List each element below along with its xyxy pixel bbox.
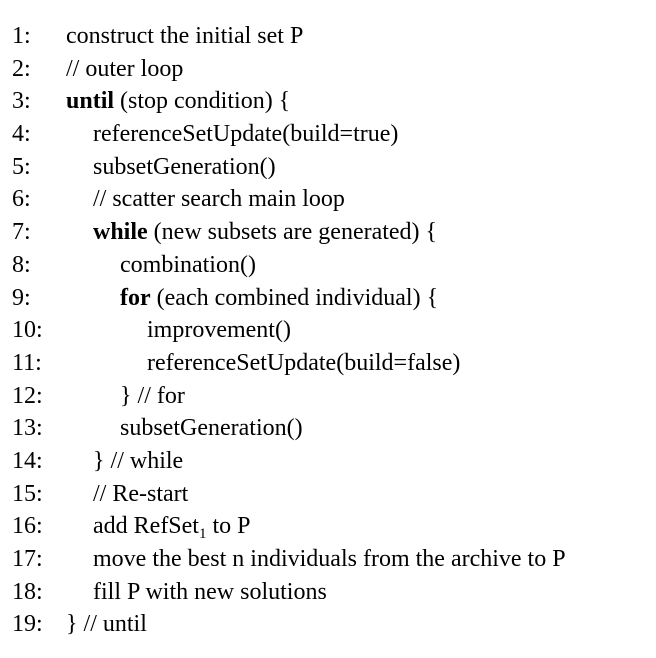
keyword-while: while [93, 219, 148, 246]
line-pre: add RefSet [93, 513, 199, 540]
line-number: 16: [12, 513, 43, 540]
line-number: 11: [12, 349, 42, 376]
line-rest: (stop condition) { [114, 88, 291, 115]
algorithm-line-17: 17: move the best n individuals from the… [0, 543, 656, 576]
subscript: 1 [198, 526, 207, 543]
algorithm-line-13: 13: subsetGeneration() [0, 412, 656, 445]
line-text: construct the initial set P [66, 23, 304, 49]
algorithm-line-15: 15: // Re-start [0, 478, 656, 511]
algorithm-line-18: 18: fill P with new solutions [0, 576, 656, 609]
algorithm-line-6: 6: // scatter search main loop [0, 183, 656, 216]
algorithm-line-9: 9: for (each combined individual) { [0, 282, 656, 315]
line-text: combination() [120, 251, 256, 278]
line-text: fill P with new solutions [93, 578, 327, 605]
algorithm-line-3: 3: until (stop condition) { [0, 85, 656, 118]
line-number: 9: [12, 284, 31, 311]
algorithm-line-8: 8: combination() [0, 249, 656, 282]
line-number: 6: [12, 186, 31, 213]
line-number: 13: [12, 415, 43, 442]
line-text: } // while [93, 447, 184, 474]
line-text: } // until [66, 611, 147, 638]
line-number: 10: [12, 317, 43, 344]
line-number: 15: [12, 480, 43, 507]
algorithm-line-19: 19: } // until [0, 608, 656, 641]
line-text: referenceSetUpdate(build=false) [147, 349, 461, 376]
algorithm-line-4: 4: referenceSetUpdate(build=true) [0, 118, 656, 151]
keyword-for: for [120, 284, 151, 311]
algorithm-listing: 1: construct the initial set P 2: // out… [0, 20, 656, 641]
line-text: improvement() [147, 317, 291, 344]
line-text: referenceSetUpdate(build=true) [93, 121, 399, 148]
line-comment: // outer loop [66, 55, 184, 82]
line-text: until (stop condition) { [66, 85, 290, 118]
line-number: 19: [12, 611, 43, 638]
line-post: to P [206, 513, 251, 540]
algorithm-line-5: 5: subsetGeneration() [0, 151, 656, 184]
line-number: 2: [12, 55, 31, 82]
algorithm-line-7: 7: while (new subsets are generated) { [0, 216, 656, 249]
line-comment: // Re-start [93, 480, 189, 507]
algorithm-line-11: 11: referenceSetUpdate(build=false) [0, 347, 656, 380]
line-number: 5: [12, 153, 31, 180]
line-number: 18: [12, 578, 43, 605]
line-number: 7: [12, 219, 31, 246]
algorithm-line-14: 14: } // while [0, 445, 656, 478]
line-text: move the best n individuals from the arc… [93, 546, 566, 572]
line-rest: (new subsets are generated) { [147, 219, 438, 246]
algorithm-line-10: 10: improvement() [0, 314, 656, 347]
line-rest: (each combined individual) { [150, 284, 439, 311]
line-number: 8: [12, 251, 31, 278]
line-comment: // scatter search main loop [93, 186, 345, 213]
line-number: 14: [12, 447, 43, 474]
line-number: 17: [12, 546, 43, 572]
algorithm-line-2: 2: // outer loop [0, 53, 656, 86]
line-number: 12: [12, 382, 43, 409]
keyword-until: until [66, 88, 115, 115]
line-text: for (each combined individual) { [120, 282, 438, 315]
algorithm-line-16: 16: add RefSet1 to P [0, 510, 656, 543]
line-number: 1: [12, 23, 31, 49]
line-text: subsetGeneration() [120, 415, 303, 442]
line-number: 4: [12, 121, 31, 148]
algorithm-line-12: 12: } // for [0, 380, 656, 413]
line-text: while (new subsets are generated) { [93, 216, 437, 249]
line-number: 3: [12, 88, 31, 115]
line-text: add RefSet1 to P [93, 510, 251, 546]
algorithm-line-1: 1: construct the initial set P [0, 20, 656, 53]
line-text: subsetGeneration() [93, 153, 276, 180]
line-text: } // for [120, 382, 185, 409]
